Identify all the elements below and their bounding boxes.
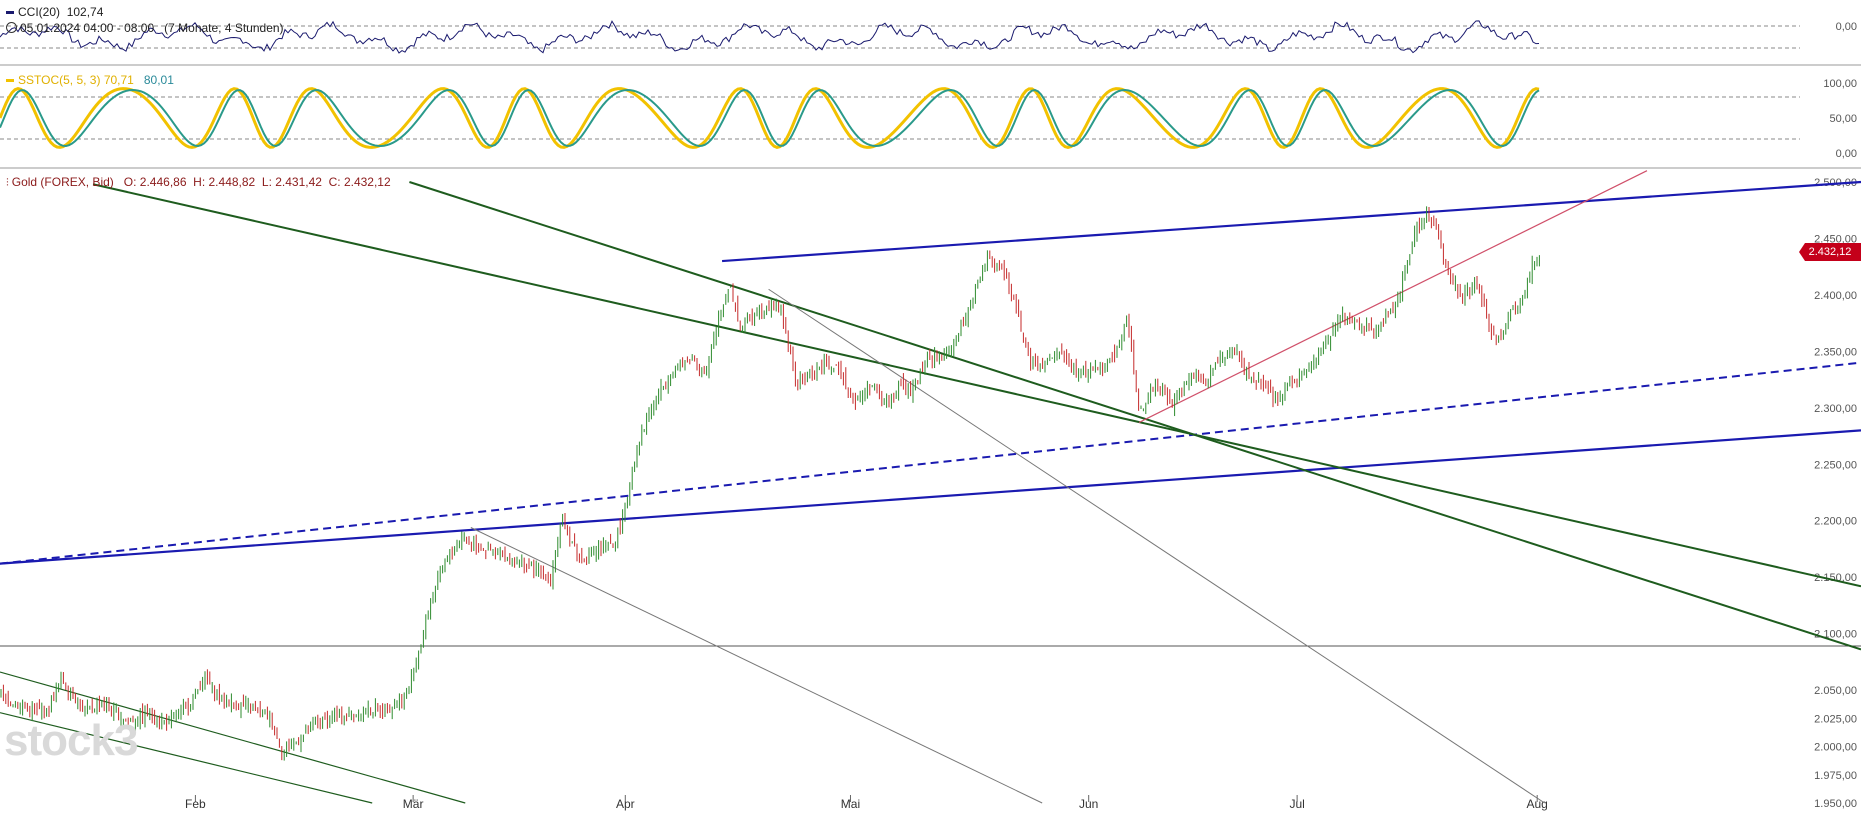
cci-line — [0, 20, 1540, 54]
price-tick-label: 2.250,00 — [1814, 459, 1857, 471]
price-tick-label: 2.450,00 — [1814, 233, 1857, 245]
green-small-trendline-2 — [0, 712, 373, 804]
price-tick-label: 2.000,00 — [1814, 742, 1857, 754]
x-tick-label: Jul — [1289, 797, 1304, 811]
red-uptrend-line — [1138, 170, 1648, 424]
green-lower-trendline — [409, 181, 1861, 651]
sstoc-label: SSTOC(5, 5, 3) — [18, 73, 101, 87]
price-tick-label: 2.150,00 — [1814, 572, 1857, 584]
price-tick-label: 2.400,00 — [1814, 290, 1857, 302]
blue-support-trendline — [0, 429, 1861, 565]
x-tick-label: Mär — [403, 797, 424, 811]
x-tick-label: Jun — [1079, 797, 1098, 811]
cci-value: 102,74 — [66, 5, 104, 19]
grey-trendline-2 — [768, 288, 1545, 804]
last-price-badge: 2.432,12 — [1799, 243, 1861, 261]
price-tick-label: 2.100,00 — [1814, 629, 1857, 641]
cci-legend-icon — [6, 11, 14, 15]
price-header: ⫶ Gold (FOREX, Bid) O: 2.446,86 H: 2.448,… — [6, 175, 391, 190]
cci-tick-label: 0,00 — [1836, 21, 1857, 33]
sstoc-tick-0: 0,00 — [1836, 148, 1857, 160]
sstoc-d-line — [0, 88, 1540, 148]
blue-upper-trendline — [721, 180, 1861, 263]
clock-icon — [6, 22, 17, 33]
x-tick-label: Aug — [1527, 797, 1548, 811]
price-tick-label: 1.950,00 — [1814, 798, 1857, 810]
cci-label: CCI(20) — [18, 5, 61, 19]
sstoc-k-value: 70,71 — [103, 73, 134, 87]
grey-trendline — [470, 527, 1043, 804]
sstoc-tick-100: 100,00 — [1823, 78, 1857, 90]
price-tick-label: 2.300,00 — [1814, 403, 1857, 415]
instrument-name: Gold (FOREX, Bid) — [11, 175, 114, 189]
cci-header: CCI(20) 102,74 — [6, 5, 103, 19]
x-tick-label: Apr — [616, 797, 635, 811]
sstoc-legend-icon — [6, 79, 14, 83]
price-tick-label: 2.350,00 — [1814, 346, 1857, 358]
watermark-logo: stock3 — [4, 716, 138, 765]
range-label: 05.01.2024 04:00 - 08:00 — [20, 21, 155, 35]
sstoc-header: SSTOC(5, 5, 3) 70,71 80,01 — [6, 73, 174, 87]
range-header: 05.01.2024 04:00 - 08:00 (7 Monate, 4 St… — [6, 21, 284, 35]
range-note: (7 Monate, 4 Stunden) — [164, 21, 284, 35]
x-tick-label: Feb — [185, 797, 206, 811]
sstoc-k-line — [0, 87, 1540, 149]
sstoc-d-value: 80,01 — [143, 73, 174, 87]
price-tick-label: 2.200,00 — [1814, 516, 1857, 528]
instrument-icon: ⫶ — [6, 177, 9, 189]
price-tick-label: 2.025,00 — [1814, 713, 1857, 725]
sstoc-tick-50: 50,00 — [1829, 113, 1857, 125]
price-tick-label: 1.975,00 — [1814, 770, 1857, 782]
green-upper-trendline — [92, 183, 1861, 588]
x-tick-label: Mai — [841, 797, 860, 811]
blue-dashed-trendline — [0, 361, 1861, 565]
price-tick-label: 2.050,00 — [1814, 685, 1857, 697]
ohlc-values: O: 2.446,86 H: 2.448,82 L: 2.431,42 C: 2… — [123, 175, 391, 189]
green-small-trendline — [0, 671, 466, 804]
